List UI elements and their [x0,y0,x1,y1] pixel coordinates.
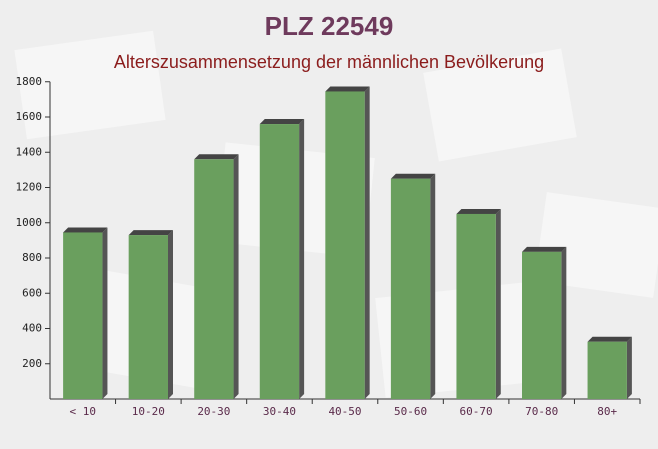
chart-subtitle: Alterszusammensetzung der männlichen Bev… [114,52,544,72]
x-tick-label: 60-70 [460,405,493,418]
bar-side [626,336,632,399]
bar [390,178,431,399]
chart-title: PLZ 22549 [265,11,394,41]
bar-side [299,119,305,400]
bar-side [102,227,108,399]
bar-top [522,246,567,252]
bar-top [456,208,501,214]
bar-top [587,336,632,342]
x-tick-label: 20-30 [197,405,230,418]
y-tick-label: 1200 [16,181,43,194]
bar-top [325,86,370,92]
x-tick-label: 70-80 [525,405,558,418]
x-tick-label: 80+ [597,405,617,418]
y-tick-label: 400 [22,322,42,335]
bar [456,213,496,399]
bar-top [390,173,436,179]
x-tick-label: 50-60 [394,405,427,418]
bar [63,232,103,399]
bar [587,341,627,399]
y-tick-label: 800 [22,251,42,264]
y-tick-label: 1800 [16,75,43,88]
y-tick-label: 1400 [16,145,43,158]
y-tick-label: 600 [22,286,42,299]
bar [522,251,562,399]
bar [325,91,365,399]
x-tick-label: 10-20 [132,405,165,418]
bar [128,235,168,399]
bar-side [168,230,173,399]
x-tick-label: < 10 [70,405,97,418]
y-tick-label: 200 [22,357,42,370]
bar-top [259,119,305,125]
y-tick-label: 1000 [16,216,43,229]
x-tick-label: 30-40 [263,405,296,418]
bar-side [561,246,567,399]
bar-side [364,86,370,399]
bar-top [128,230,173,236]
x-tick-label: 40-50 [328,405,361,418]
bar-side [430,173,436,399]
bar-side [233,154,239,399]
bar-side [495,208,501,399]
bar [194,159,234,399]
bar-top [63,227,108,233]
bar [259,124,300,400]
y-tick-label: 1600 [16,110,43,123]
bar-top [194,154,239,160]
